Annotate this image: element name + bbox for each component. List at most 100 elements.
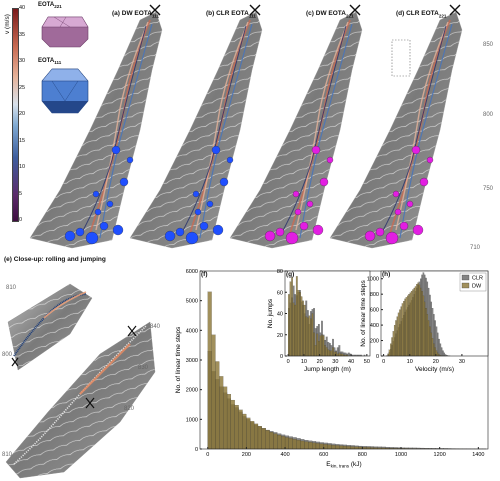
histogram-bar <box>396 316 399 357</box>
legend-swatch <box>461 282 470 289</box>
panel-f-label: (f) <box>201 271 208 278</box>
y-tick-label: 20 <box>277 333 283 339</box>
histogram-bar <box>305 316 308 357</box>
histogram-bar <box>408 294 410 357</box>
histogram-bar <box>288 294 290 357</box>
deposition-point <box>264 230 276 242</box>
histogram-bar <box>416 284 418 357</box>
histogram-bar <box>242 413 247 450</box>
histogram-bar <box>289 281 292 357</box>
x-tick-label: 10 <box>301 359 307 365</box>
deposition-point <box>64 230 76 242</box>
histogram-bar <box>338 352 341 357</box>
histogram-bar <box>292 439 297 450</box>
y-tick-label: 400 <box>370 323 379 329</box>
histogram-bar <box>317 341 320 357</box>
histogram-bar <box>296 440 301 450</box>
histogram-bar <box>312 442 317 450</box>
x-tick-label: 400 <box>280 452 289 458</box>
deposition-point <box>412 224 424 236</box>
x-axis-label: Velocity (m/s) <box>415 366 454 373</box>
histogram-bar <box>409 292 412 357</box>
y-tick-label: 0 <box>195 447 198 453</box>
histogram-bar <box>302 300 304 357</box>
histogram-bar <box>299 292 301 357</box>
legend-label: CLR <box>472 276 483 282</box>
deposition-point <box>99 221 109 231</box>
x-tick-label: 1200 <box>434 452 446 458</box>
elevation-label: 750 <box>483 186 494 192</box>
deposition-point <box>406 200 414 208</box>
y-axis-label: No. of linear time steps <box>360 280 367 347</box>
y-tick-label: 80 <box>277 269 283 275</box>
x-tick-label: 0 <box>206 452 209 458</box>
histogram-bar <box>246 417 251 450</box>
trajectory-bundle <box>399 23 453 239</box>
deposition-point <box>94 208 102 216</box>
x-tick-label: 200 <box>242 452 251 458</box>
eota111-legend: EOTA111 <box>34 58 94 118</box>
trajectory-bundle <box>395 21 449 231</box>
trajectory-bundle <box>95 21 149 231</box>
deposition-point <box>292 190 300 198</box>
colorbar-tick-label: 20 <box>19 111 26 117</box>
y-tick-label: 40 <box>277 312 283 318</box>
deposition-point <box>326 156 334 164</box>
histogram-bar <box>339 445 344 450</box>
deposition-point <box>394 208 402 216</box>
terrain-contours <box>130 12 262 248</box>
deposition-point <box>312 224 324 236</box>
deposition-point <box>294 208 302 216</box>
y-tick-label: 800 <box>370 292 379 298</box>
trajectory-bundle <box>379 25 447 237</box>
elevation-label: 820 <box>124 406 135 412</box>
histogram-bar <box>393 325 396 357</box>
deposition-point <box>275 227 285 237</box>
histogram-bar <box>273 433 278 450</box>
plot-frame <box>380 270 489 357</box>
colorbar-tick-label: 10 <box>19 164 26 170</box>
histogram-bar <box>336 353 339 357</box>
histogram-bar <box>423 301 426 357</box>
release-cross-icon <box>149 4 161 16</box>
trajectory-bundle <box>299 23 353 239</box>
y-tick-label: 200 <box>370 339 379 345</box>
colorbar-tick-label: 0 <box>19 217 23 223</box>
histogram-bar <box>234 405 239 450</box>
histogram-bar <box>422 295 425 357</box>
histogram-bar <box>437 332 439 357</box>
deposition-point <box>399 221 409 231</box>
x-tick-label: 800 <box>358 452 367 458</box>
slope-panel <box>29 4 163 249</box>
terrain-contours <box>230 12 362 248</box>
colorbar-gradient <box>12 8 19 222</box>
histogram-bar <box>324 345 327 357</box>
histogram-bar <box>254 423 259 450</box>
release-cross-icon <box>349 4 361 16</box>
deposition-point <box>164 230 176 242</box>
chart-h: 0 10 20 30 0 200 400 600 800 1000 Velocity (m/s) No… <box>360 270 489 373</box>
y-tick-label: 60 <box>277 290 283 296</box>
histogram-bar <box>316 333 319 357</box>
trajectory-bundle <box>99 23 153 239</box>
histogram-bar <box>399 309 401 357</box>
y-tick-label: 5000 <box>186 299 198 305</box>
terrain-contours <box>30 12 162 248</box>
deposition-point <box>419 177 429 187</box>
histogram-bar <box>443 352 446 357</box>
deposition-point <box>285 231 299 245</box>
histogram-bar <box>426 314 429 357</box>
histogram-bar <box>392 331 395 357</box>
histogram-bar <box>303 304 306 357</box>
histogram-bar <box>390 343 392 357</box>
histogram-bar <box>250 421 255 450</box>
histogram-bar <box>321 334 323 357</box>
y-tick-label: 3000 <box>186 358 198 364</box>
x-tick-label: 40 <box>348 359 354 365</box>
x-axis-label-subscript: kin, trans <box>331 464 350 469</box>
histogram-bar <box>395 320 397 357</box>
histogram-bar <box>300 296 303 357</box>
slope-panel <box>229 4 363 249</box>
histogram-bar <box>433 343 435 357</box>
panel-a-label: (a) DW EOTA111 <box>112 10 159 19</box>
